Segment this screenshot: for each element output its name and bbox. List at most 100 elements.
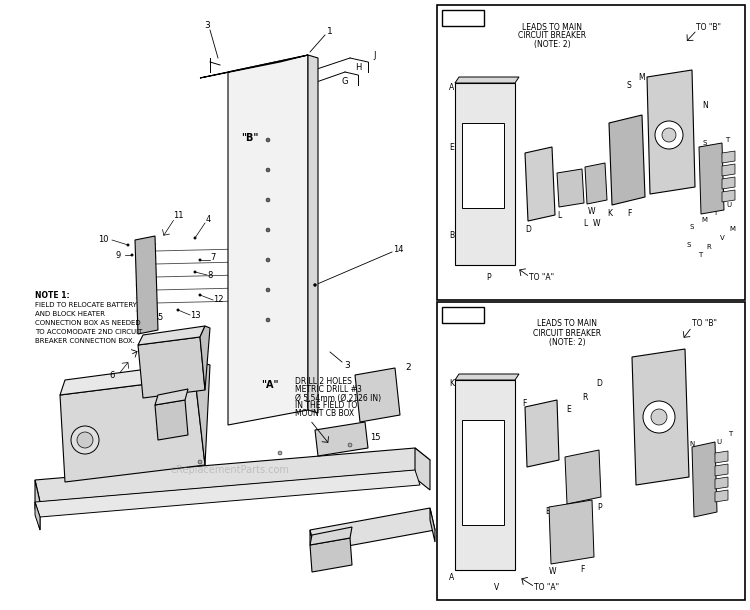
Text: 11: 11	[172, 210, 183, 220]
Polygon shape	[200, 55, 308, 78]
Polygon shape	[228, 55, 308, 425]
Text: G: G	[342, 77, 348, 87]
Polygon shape	[565, 450, 601, 504]
Text: M: M	[712, 147, 718, 153]
Polygon shape	[430, 508, 435, 542]
Text: E: E	[567, 406, 572, 415]
Text: IN THE FIELD TO: IN THE FIELD TO	[295, 401, 357, 411]
Text: METRIC DRILL #3: METRIC DRILL #3	[295, 386, 362, 395]
Text: C: C	[702, 162, 707, 171]
Circle shape	[266, 168, 270, 172]
Text: L: L	[557, 210, 561, 220]
Polygon shape	[585, 163, 607, 204]
Circle shape	[266, 138, 270, 142]
Text: L: L	[565, 508, 569, 517]
Text: J: J	[374, 51, 376, 60]
Polygon shape	[310, 530, 315, 565]
Text: "A": "A"	[261, 380, 279, 390]
Text: TO "A": TO "A"	[530, 273, 554, 281]
Polygon shape	[200, 326, 210, 390]
Text: W: W	[549, 567, 556, 576]
Circle shape	[194, 271, 196, 273]
Text: BREAKER CONNECTION BOX.: BREAKER CONNECTION BOX.	[35, 338, 135, 344]
Text: F: F	[522, 400, 526, 409]
Polygon shape	[715, 451, 728, 463]
Bar	[462, 420, 504, 525]
Text: S: S	[627, 81, 632, 90]
Polygon shape	[155, 389, 188, 405]
Text: Ø 5.54mm (Ø.2126 IN): Ø 5.54mm (Ø.2126 IN)	[295, 393, 381, 403]
Text: "B": "B"	[242, 133, 259, 143]
Polygon shape	[455, 77, 519, 83]
Polygon shape	[35, 502, 40, 530]
Text: TO "A": TO "A"	[535, 583, 560, 592]
Polygon shape	[195, 362, 210, 465]
Circle shape	[651, 409, 667, 425]
Text: V: V	[720, 235, 724, 241]
Text: W: W	[588, 207, 596, 217]
Circle shape	[71, 426, 99, 454]
Polygon shape	[35, 480, 40, 530]
Text: M: M	[639, 73, 645, 82]
Text: D: D	[596, 379, 602, 389]
Circle shape	[584, 64, 586, 66]
Text: 3: 3	[204, 21, 210, 29]
Text: LEADS TO MAIN: LEADS TO MAIN	[522, 23, 582, 32]
Text: A: A	[449, 573, 454, 581]
Text: 400AF: 400AF	[447, 310, 478, 320]
Text: N: N	[702, 101, 708, 110]
Text: S: S	[687, 242, 692, 248]
Text: 1: 1	[327, 27, 333, 37]
Polygon shape	[60, 362, 200, 395]
Polygon shape	[35, 470, 420, 517]
Bar	[462, 123, 504, 208]
Circle shape	[127, 244, 129, 246]
Polygon shape	[455, 83, 515, 265]
Text: 10: 10	[98, 235, 108, 245]
Polygon shape	[60, 378, 205, 482]
Bar	[442, 10, 484, 26]
Text: 9: 9	[116, 251, 121, 259]
Circle shape	[177, 309, 179, 311]
Polygon shape	[135, 236, 158, 334]
Circle shape	[130, 254, 134, 256]
Polygon shape	[715, 477, 728, 489]
Polygon shape	[609, 115, 645, 205]
Text: 4: 4	[206, 215, 211, 224]
Polygon shape	[699, 143, 724, 214]
Text: R: R	[582, 392, 588, 401]
Text: 14: 14	[393, 245, 404, 254]
Polygon shape	[692, 442, 717, 517]
Text: D: D	[525, 224, 531, 234]
Text: S: S	[690, 224, 694, 230]
Polygon shape	[557, 169, 584, 207]
Polygon shape	[525, 147, 555, 221]
Text: N: N	[689, 441, 694, 447]
Polygon shape	[455, 380, 515, 570]
Circle shape	[643, 401, 675, 433]
Polygon shape	[415, 448, 430, 490]
Polygon shape	[647, 70, 695, 194]
Circle shape	[278, 451, 282, 455]
Polygon shape	[722, 151, 735, 163]
Text: TO "B": TO "B"	[692, 320, 718, 329]
Text: FIELD TO RELOCATE BATTERY: FIELD TO RELOCATE BATTERY	[35, 302, 136, 308]
Text: B: B	[449, 231, 454, 240]
Circle shape	[77, 432, 93, 448]
Circle shape	[314, 284, 316, 287]
Text: M: M	[701, 217, 707, 223]
Text: LEADS TO MAIN: LEADS TO MAIN	[537, 320, 597, 329]
Circle shape	[194, 237, 196, 239]
Polygon shape	[155, 400, 188, 440]
Bar	[437, 5, 745, 300]
Circle shape	[198, 460, 202, 464]
Text: M: M	[729, 226, 735, 232]
Circle shape	[266, 228, 270, 232]
Polygon shape	[549, 500, 594, 564]
Polygon shape	[722, 164, 735, 176]
Text: CIRCUIT BREAKER: CIRCUIT BREAKER	[518, 32, 586, 40]
Polygon shape	[315, 422, 368, 456]
Text: B: B	[545, 508, 550, 517]
Circle shape	[662, 128, 676, 142]
Text: U: U	[716, 439, 722, 445]
